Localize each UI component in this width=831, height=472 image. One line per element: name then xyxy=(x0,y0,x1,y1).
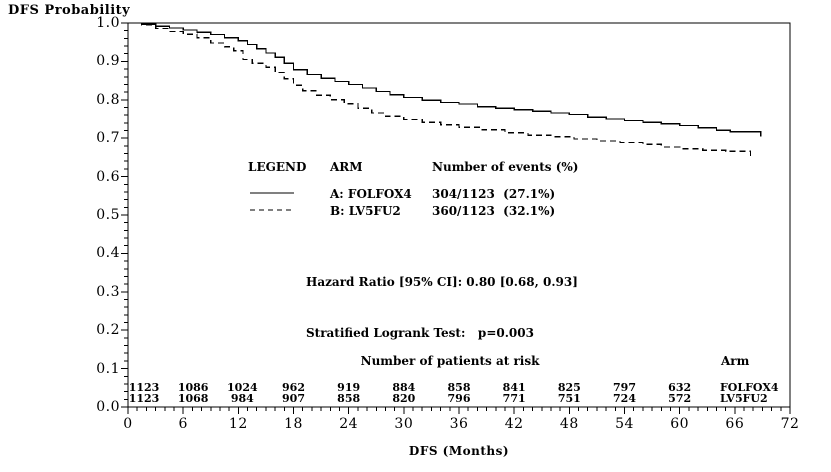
risk-arm-column-header: Arm xyxy=(721,354,750,368)
km-curve-lv5fu2 xyxy=(128,22,752,156)
risk-count: 858 xyxy=(447,381,471,394)
risk-count: 984 xyxy=(230,391,254,405)
risk-count: 1068 xyxy=(177,391,209,405)
y-tick-label: 0.3 xyxy=(96,283,120,300)
x-tick-label: 36 xyxy=(449,416,469,432)
km-curve-folfox4 xyxy=(128,22,762,137)
x-tick-label: 54 xyxy=(615,416,634,432)
y-tick-label: 0.9 xyxy=(96,53,120,70)
legend-header: LEGEND xyxy=(248,160,307,174)
legend-events-value: 360/1123 (32.1%) xyxy=(432,204,556,218)
risk-table-header: Number of patients at risk xyxy=(360,354,540,368)
risk-count: 919 xyxy=(337,381,361,394)
y-tick-label: 0.8 xyxy=(96,91,120,108)
x-tick-label: 12 xyxy=(228,416,248,432)
risk-count: 1123 xyxy=(128,381,160,394)
risk-count: 884 xyxy=(392,381,416,394)
risk-count: 572 xyxy=(668,391,692,405)
x-tick-label: 42 xyxy=(504,416,524,432)
risk-count: 771 xyxy=(502,391,526,405)
x-axis-title: DFS (Months) xyxy=(408,444,510,458)
y-tick-label: 1.0 xyxy=(96,15,120,31)
legend-line-sample-solid xyxy=(250,186,294,196)
x-tick-label: 72 xyxy=(780,416,800,432)
risk-count: 820 xyxy=(392,391,416,405)
x-tick-label: 24 xyxy=(339,416,359,432)
risk-arm-name: FOLFOX4 xyxy=(720,381,779,394)
x-tick-label: 6 xyxy=(178,416,188,432)
logrank-test-text: Stratified Logrank Test: p=0.003 xyxy=(306,326,534,340)
legend-arm-label: B: LV5FU2 xyxy=(330,204,401,218)
legend-arm-header: ARM xyxy=(330,160,363,174)
x-tick-label: 66 xyxy=(725,416,745,432)
risk-count: 1086 xyxy=(177,381,209,394)
risk-count: 962 xyxy=(282,381,305,394)
legend-events-header: Number of events (%) xyxy=(432,160,579,174)
legend-events-value: 304/1123 (27.1%) xyxy=(432,187,556,201)
risk-count: 858 xyxy=(337,391,361,405)
risk-count: 751 xyxy=(557,391,581,405)
risk-count: 796 xyxy=(447,391,471,405)
risk-count: 797 xyxy=(613,381,636,394)
y-tick-label: 0.0 xyxy=(96,399,120,415)
x-tick-label: 48 xyxy=(559,416,579,432)
y-tick-label: 0.4 xyxy=(96,245,120,262)
risk-count: 1123 xyxy=(128,391,160,405)
risk-count: 1024 xyxy=(227,381,258,394)
hazard-ratio-text: Hazard Ratio [95% CI]: 0.80 [0.68, 0.93] xyxy=(306,275,578,289)
risk-count: 632 xyxy=(668,381,692,394)
x-tick-label: 18 xyxy=(284,416,303,432)
legend-line-sample-dashed xyxy=(250,203,294,213)
risk-count: 841 xyxy=(502,381,526,394)
legend: LEGEND ARM Number of events (%) A: FOLFO… xyxy=(248,161,588,223)
y-tick-label: 0.1 xyxy=(96,360,120,377)
stats-block: Hazard Ratio [95% CI]: 0.80 [0.68, 0.93]… xyxy=(306,247,578,368)
x-tick-label: 30 xyxy=(394,416,414,432)
legend-arm-label: A: FOLFOX4 xyxy=(330,187,412,201)
x-tick-label: 0 xyxy=(123,416,133,432)
y-tick-label: 0.5 xyxy=(96,207,120,223)
x-tick-label: 60 xyxy=(670,416,690,432)
risk-count: 724 xyxy=(613,391,636,405)
y-axis-title: DFS Probability xyxy=(8,3,131,18)
y-tick-label: 0.2 xyxy=(96,322,120,339)
y-tick-label: 0.7 xyxy=(96,130,120,147)
risk-count: 907 xyxy=(282,391,305,405)
risk-arm-name: LV5FU2 xyxy=(720,391,768,405)
y-tick-label: 0.6 xyxy=(96,168,120,185)
risk-count: 825 xyxy=(557,381,581,394)
